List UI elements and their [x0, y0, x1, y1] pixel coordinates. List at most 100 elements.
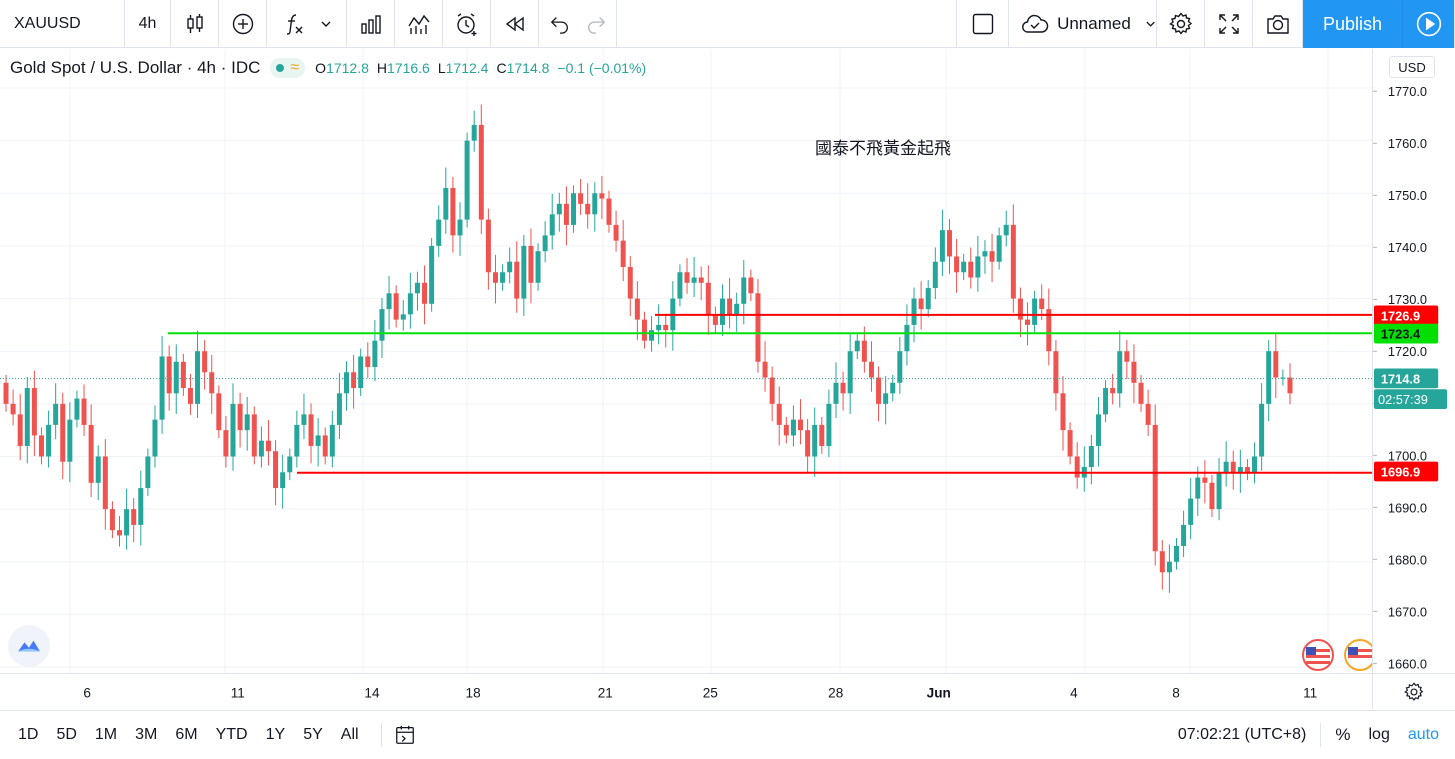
goto-date-icon[interactable] [394, 724, 416, 746]
time-tick-label: 6 [83, 685, 91, 700]
market-status-badge[interactable]: ≈ [270, 58, 306, 78]
price-tick-label: 1750.0 [1388, 188, 1427, 203]
log-scale-button[interactable]: log [1368, 726, 1390, 743]
layout-name-button[interactable]: Unnamed [1009, 0, 1157, 48]
candle-body [344, 372, 350, 394]
candle-body [1159, 551, 1165, 573]
candle-body [386, 293, 392, 310]
candle-body [400, 314, 406, 320]
candle-body [684, 272, 690, 283]
price-tick-label: 1720.0 [1388, 344, 1427, 359]
price-chart[interactable] [0, 49, 1372, 673]
chart-text-annotation[interactable]: 國泰不飛黃金起飛 [815, 139, 951, 159]
currency-selector[interactable]: USD [1389, 56, 1435, 78]
candle-body [1195, 477, 1201, 499]
candle-body [166, 356, 172, 394]
candle-body [776, 403, 782, 425]
candle-body [1053, 351, 1059, 394]
delayed-data-icon: ≈ [290, 59, 300, 76]
candle-body [301, 414, 307, 425]
replay-icon[interactable] [491, 0, 539, 48]
compare-icon[interactable] [395, 0, 443, 48]
alert-icon[interactable] [443, 0, 491, 48]
candle-body [471, 124, 477, 141]
play-icon[interactable] [1403, 0, 1455, 48]
undo-icon[interactable] [549, 13, 571, 35]
candle-body [372, 340, 378, 367]
candle-body [17, 414, 23, 446]
economic-events-icon[interactable] [1296, 639, 1372, 671]
time-tick-label: 4 [1070, 685, 1078, 700]
price-tick-label: 1660.0 [1388, 656, 1427, 671]
candles-icon[interactable] [171, 0, 219, 48]
candle-body [74, 398, 80, 420]
candle-body [1103, 388, 1109, 415]
candle-body [854, 340, 860, 352]
candle-body [464, 140, 470, 220]
candle-body [500, 272, 506, 283]
price-axis[interactable]: 1770.01760.01750.01740.01730.01720.01710… [1372, 49, 1455, 673]
candle-body [436, 219, 442, 246]
percent-scale-button[interactable]: % [1335, 725, 1351, 744]
range-1d-button[interactable]: 1D [18, 726, 39, 743]
candle-body [124, 509, 130, 536]
range-ytd-button[interactable]: YTD [215, 726, 248, 743]
candle-body [422, 282, 428, 304]
top-toolbar: XAUUSD 4h Unnamed Publish [0, 0, 1455, 48]
auto-scale-button[interactable]: auto [1407, 726, 1439, 743]
range-1y-button[interactable]: 1Y [265, 726, 286, 743]
candle-body [1166, 561, 1172, 573]
candle-body [329, 424, 335, 457]
candle-body [1032, 298, 1038, 325]
candle-body [1003, 224, 1009, 236]
range-6m-button[interactable]: 6M [175, 726, 198, 743]
candle-body [741, 277, 747, 304]
candle-body [294, 424, 300, 457]
candle-body [592, 193, 598, 215]
range-5d-button[interactable]: 5D [56, 726, 77, 743]
redo-icon[interactable] [585, 13, 607, 35]
range-3m-button[interactable]: 3M [135, 726, 158, 743]
candle-body [1209, 482, 1215, 510]
candle-body [755, 293, 761, 362]
camera-icon[interactable] [1253, 0, 1303, 48]
clock-timezone-button[interactable]: 07:02:21 (UTC+8) [1177, 726, 1307, 743]
time-axis[interactable]: 6 11 14 18 21 25 28 Jun 4 8 11 [0, 673, 1372, 709]
market-open-dot [276, 64, 285, 72]
price-tick-label: 1690.0 [1388, 500, 1427, 515]
publish-button[interactable]: Publish [1303, 0, 1403, 48]
square-icon[interactable] [957, 0, 1009, 48]
add-indicator-icon[interactable] [219, 0, 267, 48]
candle-body [939, 230, 945, 262]
candle-body [485, 219, 491, 273]
candle-body [833, 382, 839, 404]
bar-chart-icon[interactable] [347, 0, 395, 48]
candle-body [414, 282, 420, 294]
chevron-down-icon [1146, 21, 1155, 27]
range-5y-button[interactable]: 5Y [303, 726, 323, 743]
candle-body [805, 430, 811, 457]
price-tick-label: 1670.0 [1388, 604, 1427, 619]
candle-body [365, 356, 371, 367]
axis-settings-icon[interactable] [1372, 673, 1455, 709]
tradingview-logo-icon[interactable] [8, 625, 50, 667]
candle-body [861, 340, 867, 362]
symbol-search-button[interactable]: XAUUSD [0, 0, 125, 48]
indicators-button[interactable] [267, 0, 347, 48]
candle-body [457, 219, 463, 236]
candle-body [1188, 498, 1194, 525]
range-all-button[interactable]: All [340, 726, 359, 743]
candle-body [53, 403, 59, 425]
candle-body [1138, 382, 1144, 404]
price-tick-label: 1770.0 [1388, 84, 1427, 99]
range-1m-button[interactable]: 1M [94, 726, 118, 743]
candle-body [1223, 461, 1229, 473]
candle-body [812, 424, 818, 457]
candle-body [535, 251, 541, 283]
gear-icon[interactable] [1157, 0, 1205, 48]
fullscreen-icon[interactable] [1205, 0, 1253, 48]
candle-body [542, 235, 548, 252]
interval-button[interactable]: 4h [125, 0, 171, 48]
time-tick-label: 18 [466, 685, 481, 700]
legend-title[interactable]: Gold Spot / U.S. Dollar · 4h · IDC [10, 58, 261, 77]
